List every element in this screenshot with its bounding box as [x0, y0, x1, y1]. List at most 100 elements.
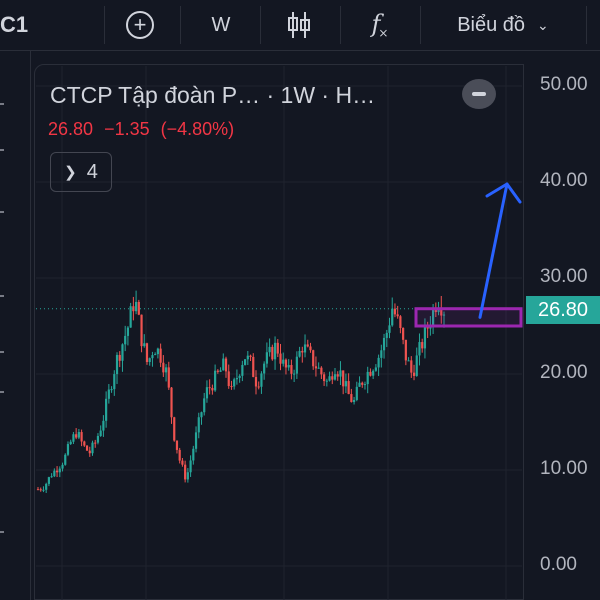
chevron-down-icon: ⌄: [537, 16, 549, 33]
last-price-tag: 26.80: [526, 296, 600, 324]
candle-body: [317, 367, 320, 369]
candle-body: [347, 381, 350, 395]
candle-body: [442, 314, 446, 316]
candle-body: [344, 381, 348, 387]
candle-body: [154, 354, 157, 356]
candle-body: [132, 306, 135, 312]
candle-body: [293, 373, 296, 375]
candle-body: [320, 367, 323, 375]
candle-body: [91, 442, 94, 454]
candle-body: [358, 382, 361, 387]
candle-body: [412, 372, 416, 376]
chart-type-dropdown[interactable]: Biểu đồ ⌄: [438, 0, 568, 50]
candle-body: [121, 344, 124, 361]
candle-body: [200, 412, 203, 418]
candle-body: [382, 337, 386, 351]
candle-body: [276, 342, 279, 354]
candle-body: [314, 366, 318, 369]
candle-body: [246, 355, 249, 360]
candle-body: [208, 387, 211, 389]
indicators-button[interactable]: f×: [360, 0, 400, 50]
candle-body: [53, 470, 56, 477]
candle-body: [268, 346, 271, 353]
candle-body: [194, 432, 198, 449]
candle-body: [159, 348, 162, 363]
candle-body: [377, 357, 380, 368]
candle-body: [113, 374, 116, 390]
candle-body: [148, 358, 151, 362]
candle-body: [279, 353, 282, 364]
candle-body: [107, 389, 110, 399]
annotation-arrow: [478, 182, 509, 319]
candle-body: [287, 365, 290, 368]
candle-body: [350, 394, 353, 403]
candle-body: [257, 386, 260, 388]
candle-body: [167, 367, 170, 388]
candle-body: [64, 454, 67, 465]
chart-panel[interactable]: [34, 64, 524, 600]
candle-body: [55, 470, 59, 473]
candle-body: [80, 432, 83, 442]
candle-body: [99, 430, 102, 436]
indicators-toggle-button[interactable]: ❯ 4: [50, 152, 112, 192]
candle-body: [290, 365, 293, 374]
candle-body: [421, 342, 424, 349]
y-tick-label: 10.00: [540, 458, 588, 479]
candle-body: [328, 376, 331, 381]
candle-body: [407, 360, 410, 362]
toolbar-tick: [0, 295, 4, 297]
candle-body: [369, 371, 372, 376]
add-symbol-button[interactable]: +: [120, 0, 160, 50]
fx-icon: f×: [371, 9, 389, 41]
candle-body: [219, 370, 222, 372]
candle-body: [85, 445, 89, 451]
candle-body: [216, 370, 219, 372]
candle-body: [42, 489, 45, 491]
candle-body: [271, 346, 274, 360]
candle-body: [184, 464, 187, 480]
candle-body: [363, 384, 367, 386]
candle-body: [323, 374, 326, 382]
toolbar-divider: [340, 6, 341, 44]
indicators-count: 4: [86, 160, 98, 183]
candle-body: [129, 306, 132, 328]
candle-body: [58, 468, 61, 473]
toolbar-tick: [0, 149, 4, 151]
toolbar-divider: [104, 6, 105, 44]
chart-type-label: Biểu đồ: [457, 13, 526, 36]
candle-body: [342, 370, 345, 387]
candle-body: [399, 316, 402, 328]
legend-title[interactable]: CTCP Tập đoàn P… · 1W · H…: [50, 82, 376, 108]
toolbar-tick: [0, 103, 4, 105]
candle-body: [243, 359, 247, 365]
candle-body: [96, 435, 100, 443]
collapse-legend-button[interactable]: [462, 79, 496, 109]
candle-body: [410, 360, 413, 373]
candle-body: [69, 441, 72, 445]
candle-body: [162, 362, 165, 373]
candle-body: [170, 387, 173, 418]
symbol-label[interactable]: C1: [0, 12, 29, 37]
candle-body: [222, 358, 225, 371]
candle-body: [331, 376, 334, 380]
y-tick-label: 20.00: [540, 362, 588, 383]
candle-body: [434, 308, 437, 313]
candle-body: [282, 359, 285, 364]
candle-body: [173, 417, 176, 441]
candle-body: [432, 308, 435, 326]
candle-body: [77, 432, 80, 438]
candlestick-icon: [288, 12, 310, 38]
candle-body: [39, 489, 42, 491]
interval-button[interactable]: W: [211, 13, 231, 36]
candle-body: [227, 371, 230, 387]
candle-body: [374, 367, 377, 371]
candle-body: [140, 314, 143, 347]
chart-style-button[interactable]: [276, 0, 322, 50]
candle-body: [145, 343, 149, 362]
candle-body: [205, 387, 209, 399]
candle-body: [75, 434, 78, 438]
candle-body: [61, 464, 64, 469]
candle-body: [181, 460, 184, 465]
candle-body: [298, 350, 301, 357]
